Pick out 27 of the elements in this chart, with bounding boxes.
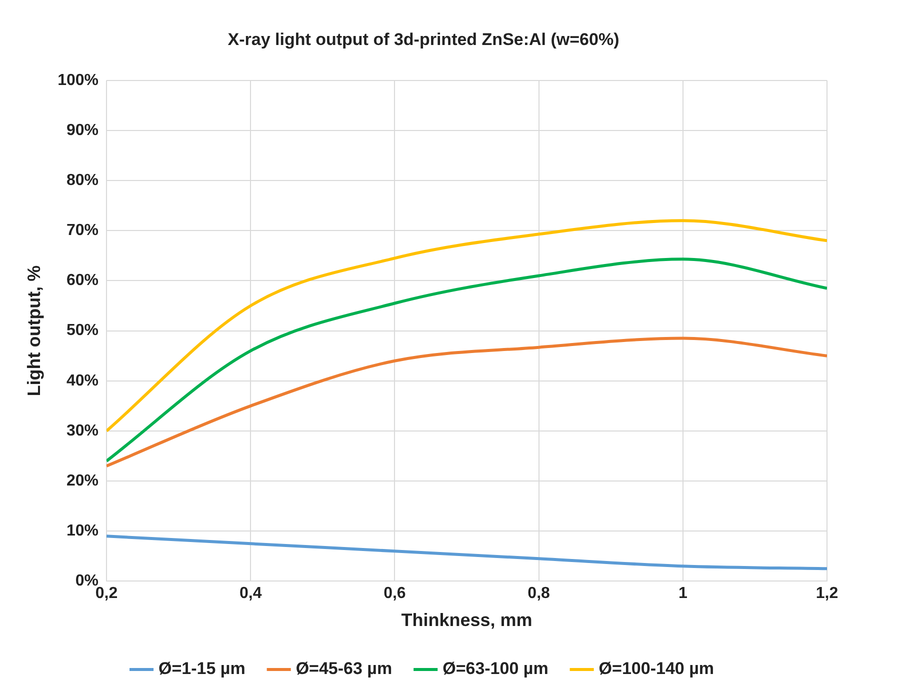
y-tick-label: 90% xyxy=(66,122,99,139)
y-tick-label: 50% xyxy=(66,322,99,340)
y-tick-label: 10% xyxy=(66,522,99,540)
legend-label: Ø=63-100 µm xyxy=(442,659,548,678)
y-tick-label: 30% xyxy=(66,422,99,440)
x-tick-label: 0,2 xyxy=(95,585,118,602)
line-series xyxy=(106,219,827,432)
line-series xyxy=(106,258,827,463)
legend-label: Ø=1-15 µm xyxy=(158,659,246,678)
y-tick-label: 40% xyxy=(66,372,99,390)
x-tick-label: 0,4 xyxy=(239,585,262,602)
x-tick-label: 0,6 xyxy=(384,585,406,602)
x-tick-label: 1,2 xyxy=(816,585,838,602)
x-tick-label: 1 xyxy=(678,585,688,602)
legend-label: Ø=100-140 µm xyxy=(598,659,714,678)
legend-label: Ø=45-63 µm xyxy=(296,659,392,678)
x-tick-label: 0,8 xyxy=(528,585,550,602)
y-tick-label: 100% xyxy=(58,72,99,89)
y-tick-label: 70% xyxy=(66,222,99,240)
y-tick-label: 80% xyxy=(66,172,99,189)
y-tick-label: 60% xyxy=(66,272,99,290)
x-axis-title: Thinkness, mm xyxy=(401,610,532,630)
chart-title: X-ray light output of 3d-printed ZnSe:Al (w=60%) xyxy=(228,30,620,49)
y-tick-label: 20% xyxy=(66,472,99,490)
y-axis-title: Light output, % xyxy=(24,265,44,396)
line-series xyxy=(106,336,827,468)
line-series xyxy=(106,534,827,570)
